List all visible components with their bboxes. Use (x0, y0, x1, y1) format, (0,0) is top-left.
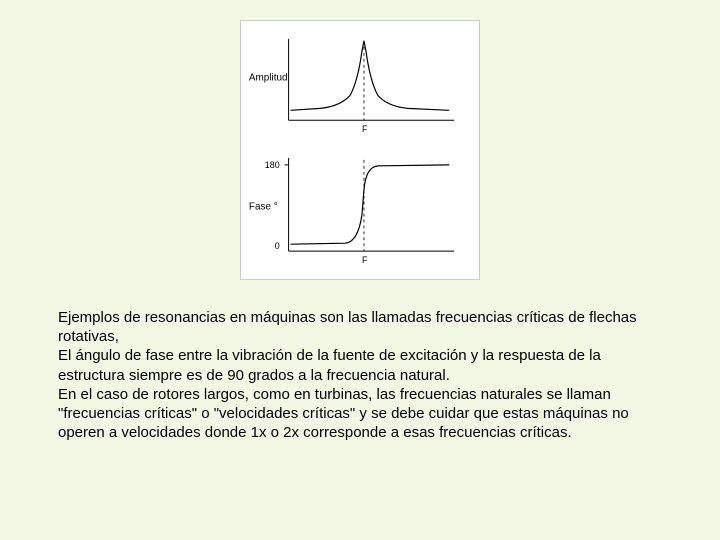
description-text: Ejemplos de resonancias en máquinas son … (58, 308, 662, 442)
bottom-ytick-0: 0 (275, 241, 280, 251)
top-xlabel: F (362, 124, 368, 134)
bottom-xlabel: F (362, 255, 368, 265)
bottom-ylabel: Fase ° (249, 202, 278, 213)
top-ylabel: Amplitud (249, 73, 288, 84)
paragraph-2: El ángulo de fase entre la vibración de … (58, 346, 662, 384)
paragraph-3: En el caso de rotores largos, como en tu… (58, 385, 662, 443)
resonance-chart-svg: Amplitud F 180 0 Fase ° F (241, 21, 479, 279)
amplitude-curve (291, 41, 450, 110)
phase-curve (291, 165, 450, 244)
paragraph-1: Ejemplos de resonancias en máquinas son … (58, 308, 662, 346)
bottom-ytick-180: 180 (265, 160, 280, 170)
resonance-chart-panel: Amplitud F 180 0 Fase ° F (240, 20, 480, 280)
